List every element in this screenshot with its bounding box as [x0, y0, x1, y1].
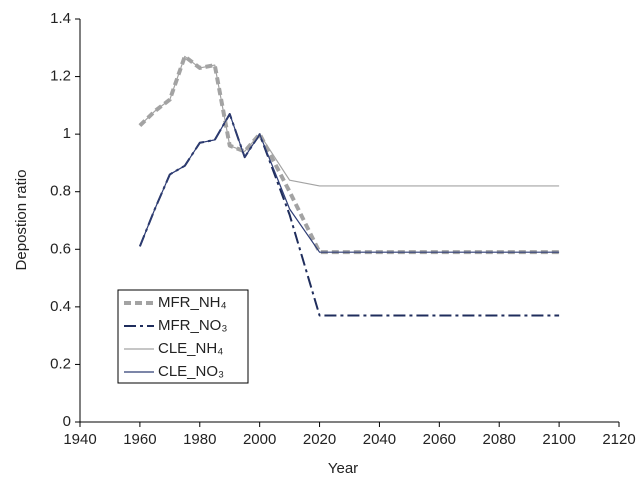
- x-axis-label: Year: [328, 460, 358, 477]
- x-tick-label: 1940: [63, 431, 96, 448]
- x-tick-label: 2080: [483, 431, 516, 448]
- y-tick-label: 0: [63, 413, 71, 430]
- x-tick-label: 2020: [303, 431, 336, 448]
- y-tick-label: 0.8: [50, 183, 71, 200]
- y-tick-label: 0.4: [50, 298, 71, 315]
- legend-label: CLE_NH₄: [158, 340, 223, 357]
- series-line: [138, 112, 560, 317]
- legend-box: [117, 289, 249, 384]
- y-axis-label: Depostion ratio: [13, 170, 30, 271]
- legend-label: MFR_NO₃: [158, 317, 227, 334]
- y-tick-label: 1.4: [50, 10, 71, 27]
- y-tick-label: 0.6: [50, 240, 71, 257]
- x-tick-label: 1980: [183, 431, 216, 448]
- x-tick-label: 2060: [423, 431, 456, 448]
- y-tick-label: 0.2: [50, 355, 71, 372]
- y-tick-label: 1: [63, 125, 71, 142]
- legend-label: MFR_NH₄: [158, 294, 227, 311]
- legend-label: CLE_NO₃: [158, 363, 224, 380]
- series-line: [139, 113, 560, 253]
- series-line: [138, 54, 560, 255]
- x-tick-label: 2100: [542, 431, 575, 448]
- series-line: [139, 55, 560, 187]
- x-tick-label: 2120: [602, 431, 635, 448]
- x-tick-label: 1960: [123, 431, 156, 448]
- x-tick-label: 2040: [363, 431, 396, 448]
- y-tick-label: 1.2: [50, 68, 71, 85]
- x-tick-label: 2000: [243, 431, 276, 448]
